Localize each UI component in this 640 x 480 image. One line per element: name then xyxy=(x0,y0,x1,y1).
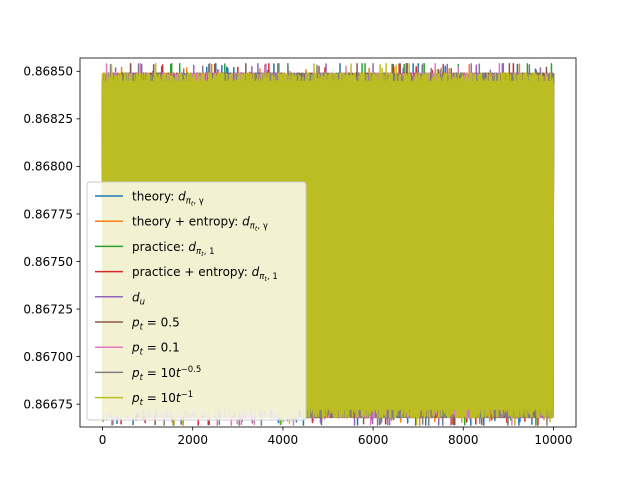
legend-entry-4: practice + entropy: dπt, 1 xyxy=(95,265,278,283)
legend: theory: dπt, γ theory + entropy: dπt, γ pr… xyxy=(86,181,307,421)
legend-entry-3: practice: dπt, 1 xyxy=(95,240,215,258)
y-tick-label: 0.86850 xyxy=(23,65,73,79)
legend-label: du xyxy=(132,290,145,307)
legend-entry-8: pt = 10t−0.5 xyxy=(95,365,201,383)
y-tick-label: 0.86700 xyxy=(23,350,73,364)
legend-entry-2: theory + entropy: dπt, γ xyxy=(95,215,268,233)
legend-entry-5: du xyxy=(95,290,145,307)
legend-entry-1: theory: dπt, γ xyxy=(95,190,204,208)
legend-label: pt = 10t−1 xyxy=(131,390,193,408)
legend-label: theory: dπt, γ xyxy=(132,190,204,208)
x-tick-label: 4000 xyxy=(268,433,299,447)
x-tick-label: 0 xyxy=(99,433,107,447)
axes-frame xyxy=(79,57,577,428)
y-tick-label: 0.86800 xyxy=(23,160,73,174)
legend-box xyxy=(86,181,307,421)
x-tick-label: 10000 xyxy=(534,433,572,447)
legend-entry-9: pt = 10t−1 xyxy=(95,390,193,408)
x-tick-label: 6000 xyxy=(358,433,389,447)
legend-entry-7: pt = 0.1 xyxy=(95,341,180,358)
x-tick-label: 2000 xyxy=(177,433,208,447)
legend-label: pt = 0.5 xyxy=(131,316,180,333)
y-tick-label: 0.86750 xyxy=(23,255,73,269)
y-axis: 0.86675 0.86700 0.86725 0.86750 0.86775 0.868… xyxy=(23,65,80,411)
x-tick-label: 8000 xyxy=(448,433,479,447)
legend-entry-6: pt = 0.5 xyxy=(95,316,180,333)
legend-label: theory + entropy: dπt, γ xyxy=(132,215,268,233)
series-line-9 xyxy=(101,62,555,426)
y-tick-label: 0.86675 xyxy=(23,397,73,411)
x-axis: 0 2000 4000 6000 8000 10000 xyxy=(99,427,573,447)
legend-label: pt = 0.1 xyxy=(131,341,180,358)
y-tick-label: 0.86775 xyxy=(23,207,73,221)
y-tick-label: 0.86825 xyxy=(23,112,73,126)
legend-label: pt = 10t−0.5 xyxy=(131,365,201,383)
legend-label: practice: dπt, 1 xyxy=(132,240,215,258)
legend-label: practice + entropy: dπt, 1 xyxy=(132,265,278,283)
y-tick-label: 0.86725 xyxy=(23,302,73,316)
